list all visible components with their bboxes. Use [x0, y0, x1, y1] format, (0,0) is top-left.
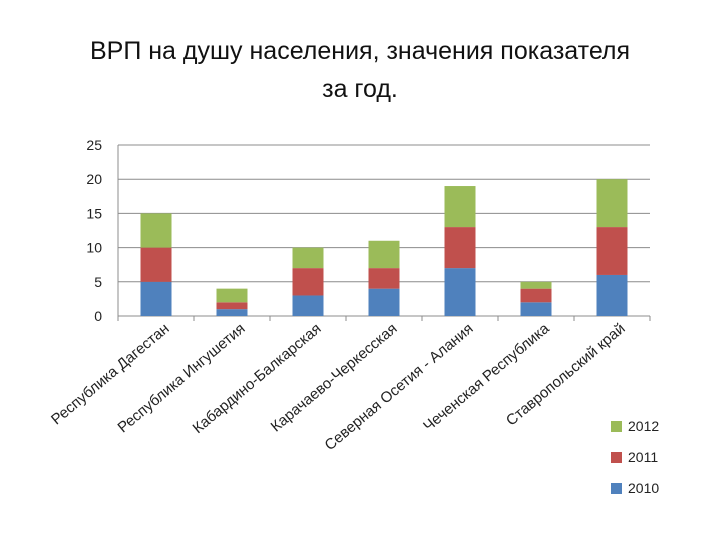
bar-2010 — [368, 288, 400, 316]
bar-2011 — [216, 302, 248, 310]
chart-title-line2: за год. — [322, 75, 398, 103]
bar-2012 — [596, 179, 628, 228]
bar-2012 — [444, 186, 476, 228]
legend-swatch-2011 — [611, 452, 622, 463]
x-category-label: Кабардино-Балкарская — [190, 320, 325, 437]
bar-2010 — [140, 281, 172, 316]
bar-2012 — [368, 240, 400, 269]
bar-2011 — [292, 268, 324, 296]
legend-swatch-2010 — [611, 483, 622, 494]
bar-2011 — [444, 227, 476, 269]
bar-2010 — [216, 309, 248, 316]
bar-2011 — [596, 227, 628, 275]
y-tick-label: 0 — [94, 308, 102, 324]
chart-title-line1: ВРП на душу населения, значения показате… — [89, 37, 631, 65]
y-tick-label: 15 — [86, 205, 102, 221]
bar-2010 — [520, 302, 552, 316]
bar-2010 — [444, 268, 476, 316]
bar-2010 — [596, 274, 628, 316]
legend-label-2012: 2012 — [628, 418, 659, 434]
y-tick-label: 25 — [86, 137, 102, 153]
bar-2011 — [368, 268, 400, 289]
x-category-label: Чеченская Республика — [420, 320, 553, 435]
x-category-label: Северная Осетия - Алания — [321, 320, 476, 454]
bar-2012 — [292, 247, 324, 269]
chart-title: ВРП на душу населения, значения показате… — [0, 32, 720, 108]
legend-label-2010: 2010 — [628, 480, 659, 496]
bar-2012 — [520, 281, 552, 289]
y-tick-label: 10 — [86, 240, 102, 256]
x-category-label: Карачаево-Черкесская — [268, 320, 401, 435]
y-tick-label: 20 — [86, 171, 102, 187]
y-tick-label: 5 — [94, 274, 102, 290]
bar-2011 — [520, 288, 552, 303]
legend-swatch-2012 — [611, 421, 622, 432]
legend-label-2011: 2011 — [628, 449, 658, 465]
bar-2012 — [140, 213, 172, 248]
bar-2010 — [292, 295, 324, 316]
bar-2012 — [216, 288, 248, 303]
x-category-label: Республика Ингушетия — [115, 320, 249, 436]
bar-2011 — [140, 247, 172, 282]
